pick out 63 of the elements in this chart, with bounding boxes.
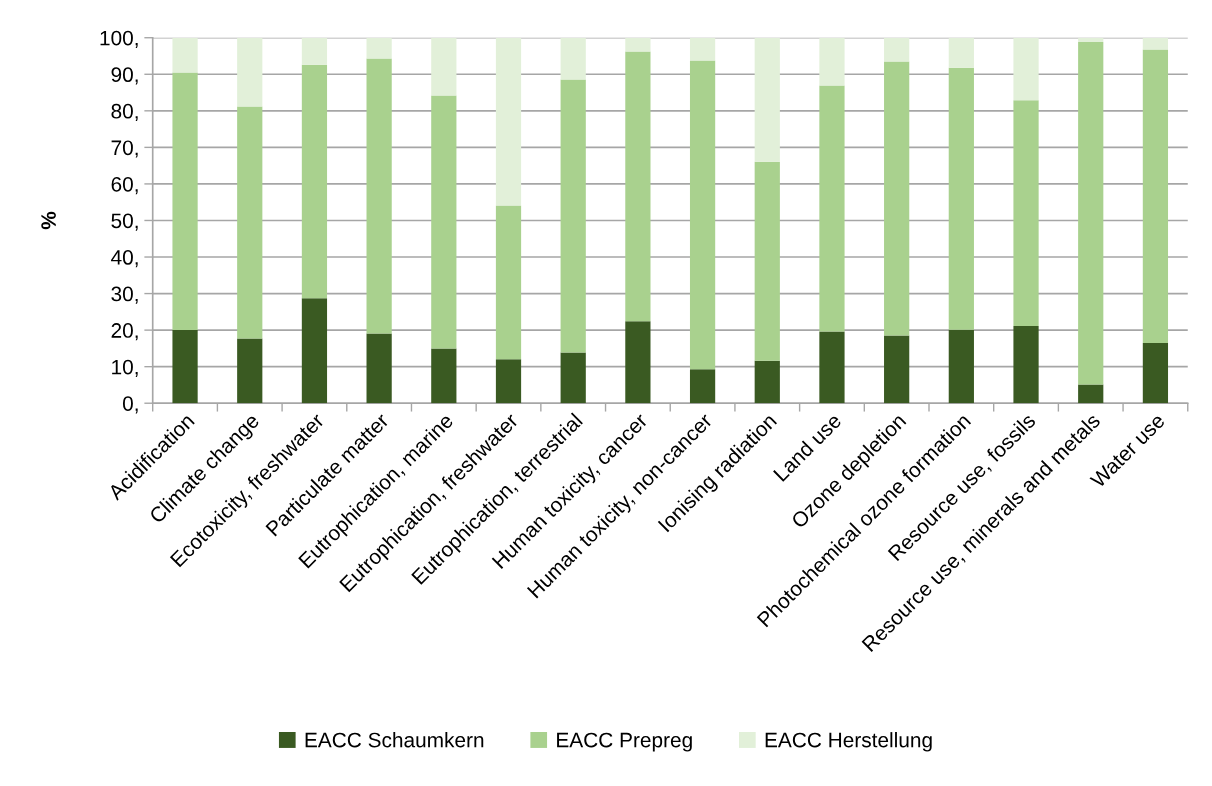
bar bbox=[431, 37, 457, 96]
bar bbox=[819, 85, 845, 332]
y-tick-label: 50, bbox=[111, 213, 138, 231]
bar bbox=[625, 37, 651, 52]
bar bbox=[237, 37, 263, 107]
bar bbox=[625, 321, 651, 404]
bar bbox=[754, 37, 780, 162]
bar bbox=[1142, 49, 1169, 343]
bar bbox=[560, 79, 586, 353]
bar bbox=[172, 330, 198, 404]
y-tick-label: 70, bbox=[111, 140, 138, 158]
y-tick-label: 10, bbox=[112, 359, 138, 377]
bar bbox=[560, 352, 586, 404]
bar bbox=[237, 106, 263, 339]
y-tick-label: 40, bbox=[111, 250, 138, 268]
bar bbox=[301, 37, 328, 65]
legend-label: EACC Herstellung bbox=[765, 732, 932, 752]
bar bbox=[1142, 37, 1169, 50]
y-tick-label: 90, bbox=[111, 67, 138, 85]
legend-label: EACC Prepreg bbox=[557, 732, 692, 752]
bar bbox=[301, 298, 328, 404]
bar bbox=[1142, 342, 1169, 404]
bar bbox=[948, 329, 974, 404]
bar bbox=[948, 67, 974, 330]
bar bbox=[1013, 37, 1039, 101]
bar bbox=[495, 205, 522, 360]
bar bbox=[366, 58, 392, 334]
bar bbox=[431, 95, 457, 349]
bar bbox=[172, 72, 198, 331]
bar bbox=[301, 64, 328, 299]
bar bbox=[560, 37, 586, 80]
bar bbox=[366, 37, 392, 59]
bar bbox=[1078, 384, 1104, 404]
bar bbox=[172, 37, 198, 73]
bar bbox=[819, 331, 845, 404]
bar bbox=[819, 37, 845, 86]
bar bbox=[495, 37, 522, 206]
bar bbox=[884, 37, 910, 62]
bar bbox=[1078, 37, 1104, 43]
y-tick-label: 80, bbox=[111, 103, 138, 122]
bar bbox=[689, 369, 716, 404]
y-axis-title: % bbox=[41, 211, 56, 230]
bar bbox=[1013, 326, 1039, 404]
y-tick-label: 60, bbox=[111, 176, 138, 195]
y-tick-label: 30, bbox=[111, 286, 138, 304]
bar bbox=[754, 360, 780, 404]
bar bbox=[884, 335, 910, 404]
y-tick-label: 100, bbox=[100, 30, 138, 48]
bar bbox=[431, 348, 457, 404]
bar bbox=[884, 61, 910, 336]
bar bbox=[948, 37, 974, 68]
bar bbox=[1078, 42, 1104, 385]
bar bbox=[495, 359, 522, 404]
y-tick-label: 0, bbox=[122, 396, 138, 414]
legend-label: EACC Schaumkern bbox=[305, 732, 484, 748]
bar bbox=[689, 37, 716, 61]
bar bbox=[237, 338, 263, 404]
bar bbox=[366, 333, 392, 404]
bar bbox=[754, 161, 780, 361]
bar bbox=[625, 51, 651, 322]
y-tick-label: 20, bbox=[111, 323, 138, 341]
bar bbox=[1013, 100, 1039, 327]
bar bbox=[689, 60, 716, 370]
